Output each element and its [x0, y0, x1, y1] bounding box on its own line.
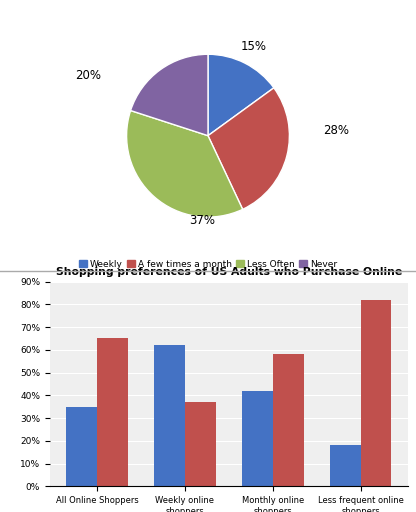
Text: 28%: 28% — [323, 124, 349, 137]
Bar — [97, 338, 128, 486]
Bar — [66, 407, 97, 486]
Wedge shape — [126, 111, 243, 217]
Bar — [154, 345, 185, 486]
Bar — [185, 402, 215, 486]
Wedge shape — [208, 54, 274, 136]
Text: 20%: 20% — [76, 70, 102, 82]
Wedge shape — [208, 88, 290, 209]
Bar — [330, 445, 361, 486]
Legend: Weekly, A few times a month, Less Often, Never: Weekly, A few times a month, Less Often,… — [75, 256, 341, 272]
Bar — [273, 354, 304, 486]
Title: Shopping preferences of US Adults who Purchase Online: Shopping preferences of US Adults who Pu… — [56, 267, 402, 276]
Bar — [242, 391, 273, 486]
Bar — [361, 300, 391, 486]
Wedge shape — [131, 54, 208, 136]
Text: 37%: 37% — [190, 214, 215, 227]
Text: 15%: 15% — [240, 40, 267, 53]
